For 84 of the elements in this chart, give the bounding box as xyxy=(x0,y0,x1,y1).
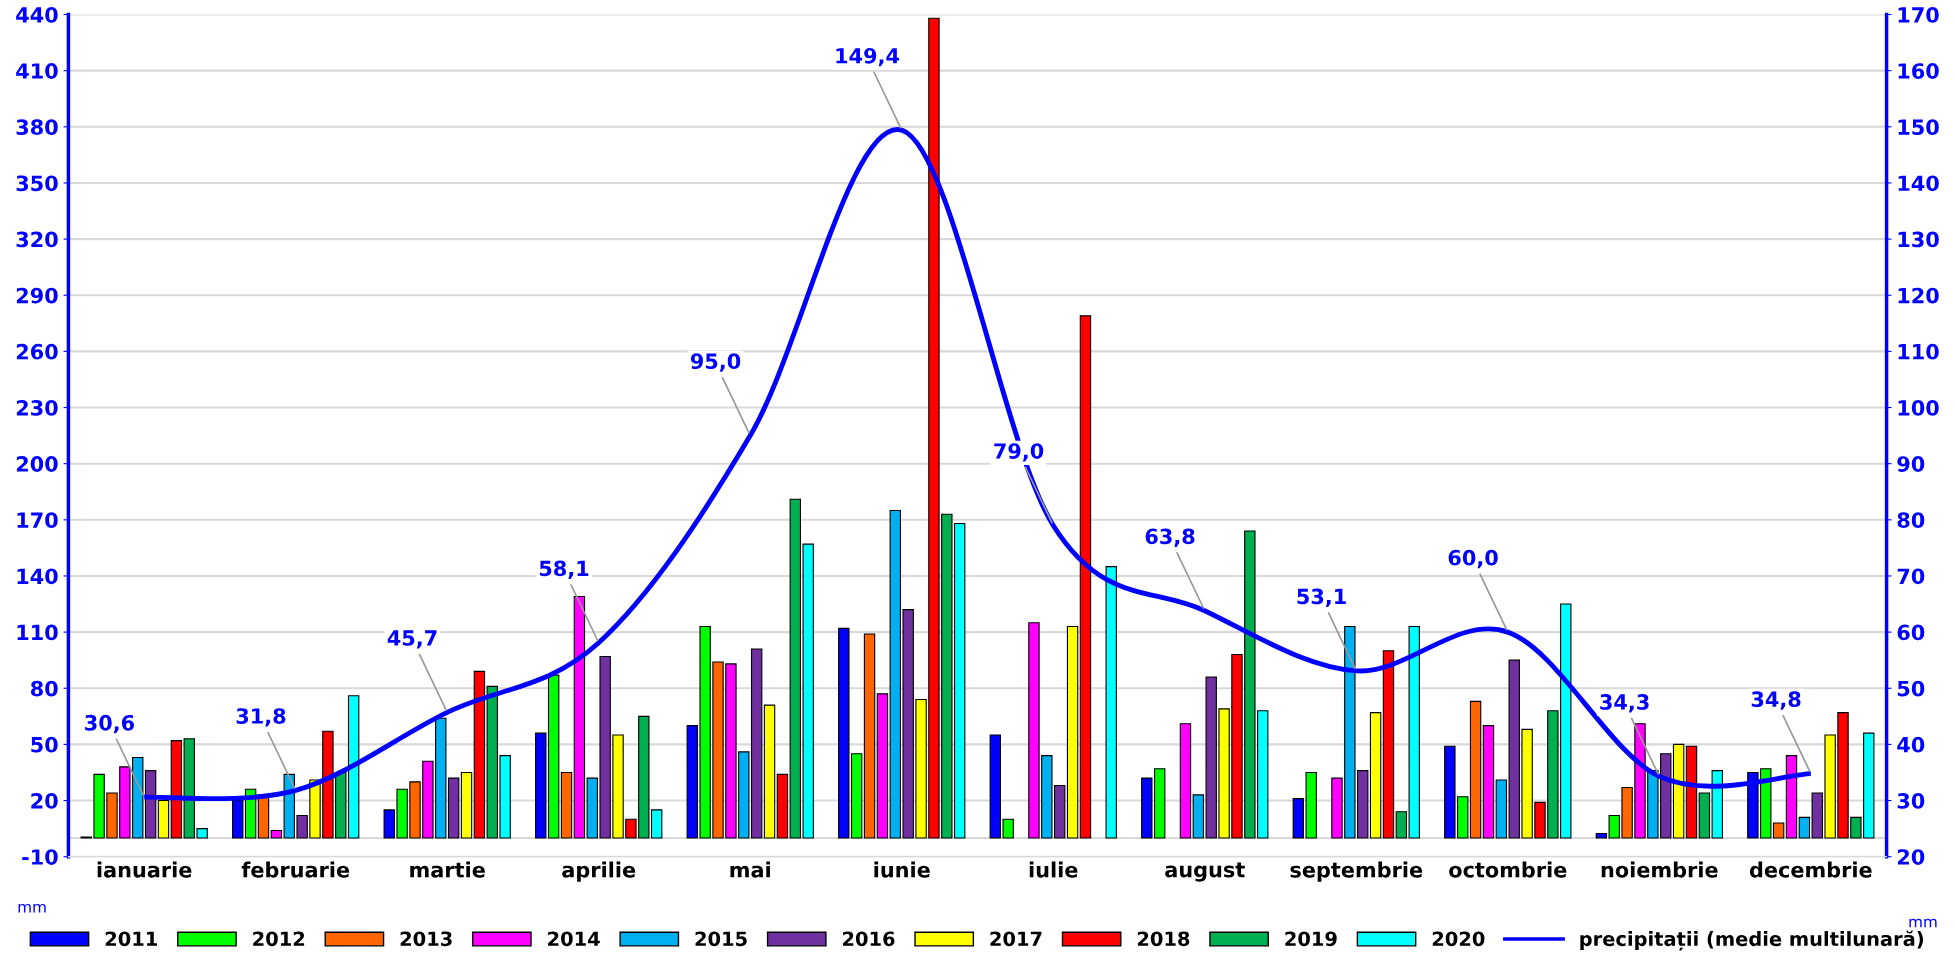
y2-tick-label: 130 xyxy=(1898,231,1939,248)
x-tick-label: mai xyxy=(730,861,770,878)
y-tick-label: 320 xyxy=(16,231,58,248)
y-tick-label: 410 xyxy=(16,63,58,79)
y2-tick-label: 100 xyxy=(1898,399,1939,416)
bar xyxy=(1105,566,1117,839)
bar xyxy=(560,771,573,839)
legend-label: 2011 xyxy=(105,931,157,947)
legend-label: 2018 xyxy=(1137,931,1190,947)
y-tick-label: 20 xyxy=(31,792,58,809)
y-tick-label: 80 xyxy=(30,680,58,697)
y2-tick-label: 140 xyxy=(1898,175,1939,192)
y2-tick-label: 160 xyxy=(1898,63,1939,79)
y-axis-title: mm xyxy=(18,903,46,913)
data-label: 45,7 xyxy=(387,630,437,649)
bar xyxy=(1079,315,1092,839)
y-tick-label: 170 xyxy=(17,512,58,529)
bar xyxy=(1382,650,1395,839)
y-tick-label: 440 xyxy=(16,6,58,23)
y2-tick-label: 60 xyxy=(1897,624,1925,641)
legend-label: 2013 xyxy=(400,931,452,947)
y2-tick-label: 110 xyxy=(1898,343,1939,360)
x-tick-label: decembrie xyxy=(1749,861,1872,878)
y-tick-label: 50 xyxy=(31,736,58,753)
y2-tick-label: 80 xyxy=(1897,512,1925,529)
bar xyxy=(763,704,776,839)
bar xyxy=(1482,725,1495,839)
data-label: 58,1 xyxy=(539,560,589,579)
bar xyxy=(863,633,876,839)
bar xyxy=(776,773,789,839)
data-label: 95,0 xyxy=(690,353,741,372)
legend-label: precipitații (medie multilunară) xyxy=(1580,930,1923,951)
legend-label: 2015 xyxy=(695,931,747,947)
data-label: 30,6 xyxy=(85,714,135,734)
y-tick-label: 140 xyxy=(17,568,58,585)
x-tick-label: noiembrie xyxy=(1601,861,1718,878)
bar xyxy=(460,771,473,839)
x-tick-label: februarie xyxy=(241,861,350,878)
data-label: 34,3 xyxy=(1600,694,1649,713)
y2-axis-title: mm xyxy=(1909,918,1937,928)
x-tick-label: septembrie xyxy=(1290,861,1423,882)
data-label: 53,1 xyxy=(1297,588,1346,607)
x-tick-label: august xyxy=(1165,862,1245,882)
y2-tick-label: 170 xyxy=(1898,6,1939,23)
y2-tick-label: 40 xyxy=(1897,736,1925,753)
y2-tick-label: 30 xyxy=(1897,792,1925,809)
bar xyxy=(1179,723,1192,839)
data-label: 149,4 xyxy=(836,47,900,67)
data-label: 60,0 xyxy=(1448,549,1498,569)
y-tick-label: 260 xyxy=(16,343,58,360)
y2-tick-label: 70 xyxy=(1897,568,1925,585)
y2-tick-label: 20 xyxy=(1897,849,1925,865)
bar xyxy=(157,799,170,839)
legend-label: 2019 xyxy=(1285,931,1337,947)
bar xyxy=(1785,755,1798,839)
x-tick-label: martie xyxy=(410,861,485,878)
y-tick-label: 350 xyxy=(16,175,58,192)
data-label: 63,8 xyxy=(1145,528,1195,547)
x-tick-label: iunie xyxy=(874,861,930,878)
y-tick-label: 290 xyxy=(16,287,58,304)
y2-tick-label: 50 xyxy=(1897,680,1925,697)
x-tick-label: octombrie xyxy=(1449,861,1567,878)
x-tick-label: ianuarie xyxy=(97,861,192,878)
legend-label: 2014 xyxy=(548,931,600,947)
y-tick-label: 200 xyxy=(16,456,58,472)
y-tick-label: 380 xyxy=(16,119,58,136)
y2-tick-label: 90 xyxy=(1897,456,1925,472)
legend-label: 2012 xyxy=(253,931,305,947)
x-tick-label: aprilie xyxy=(562,861,636,882)
bar xyxy=(876,693,889,839)
x-tick-label: iulie xyxy=(1029,861,1078,878)
bar xyxy=(1066,625,1079,839)
legend-label: 2016 xyxy=(843,931,895,947)
data-label: 79,0 xyxy=(994,443,1044,462)
legend-label: 2020 xyxy=(1432,931,1485,947)
legend-label: 2017 xyxy=(990,931,1042,947)
y2-tick-label: 150 xyxy=(1898,119,1939,136)
bar xyxy=(1685,745,1698,839)
data-label: 31,8 xyxy=(236,708,286,727)
y-tick-label: -10 xyxy=(22,849,58,865)
y-tick-label: 110 xyxy=(17,624,58,641)
y-tick-label: 230 xyxy=(16,399,58,416)
data-label: 34,8 xyxy=(1751,691,1801,710)
y2-tick-label: 120 xyxy=(1898,287,1939,304)
